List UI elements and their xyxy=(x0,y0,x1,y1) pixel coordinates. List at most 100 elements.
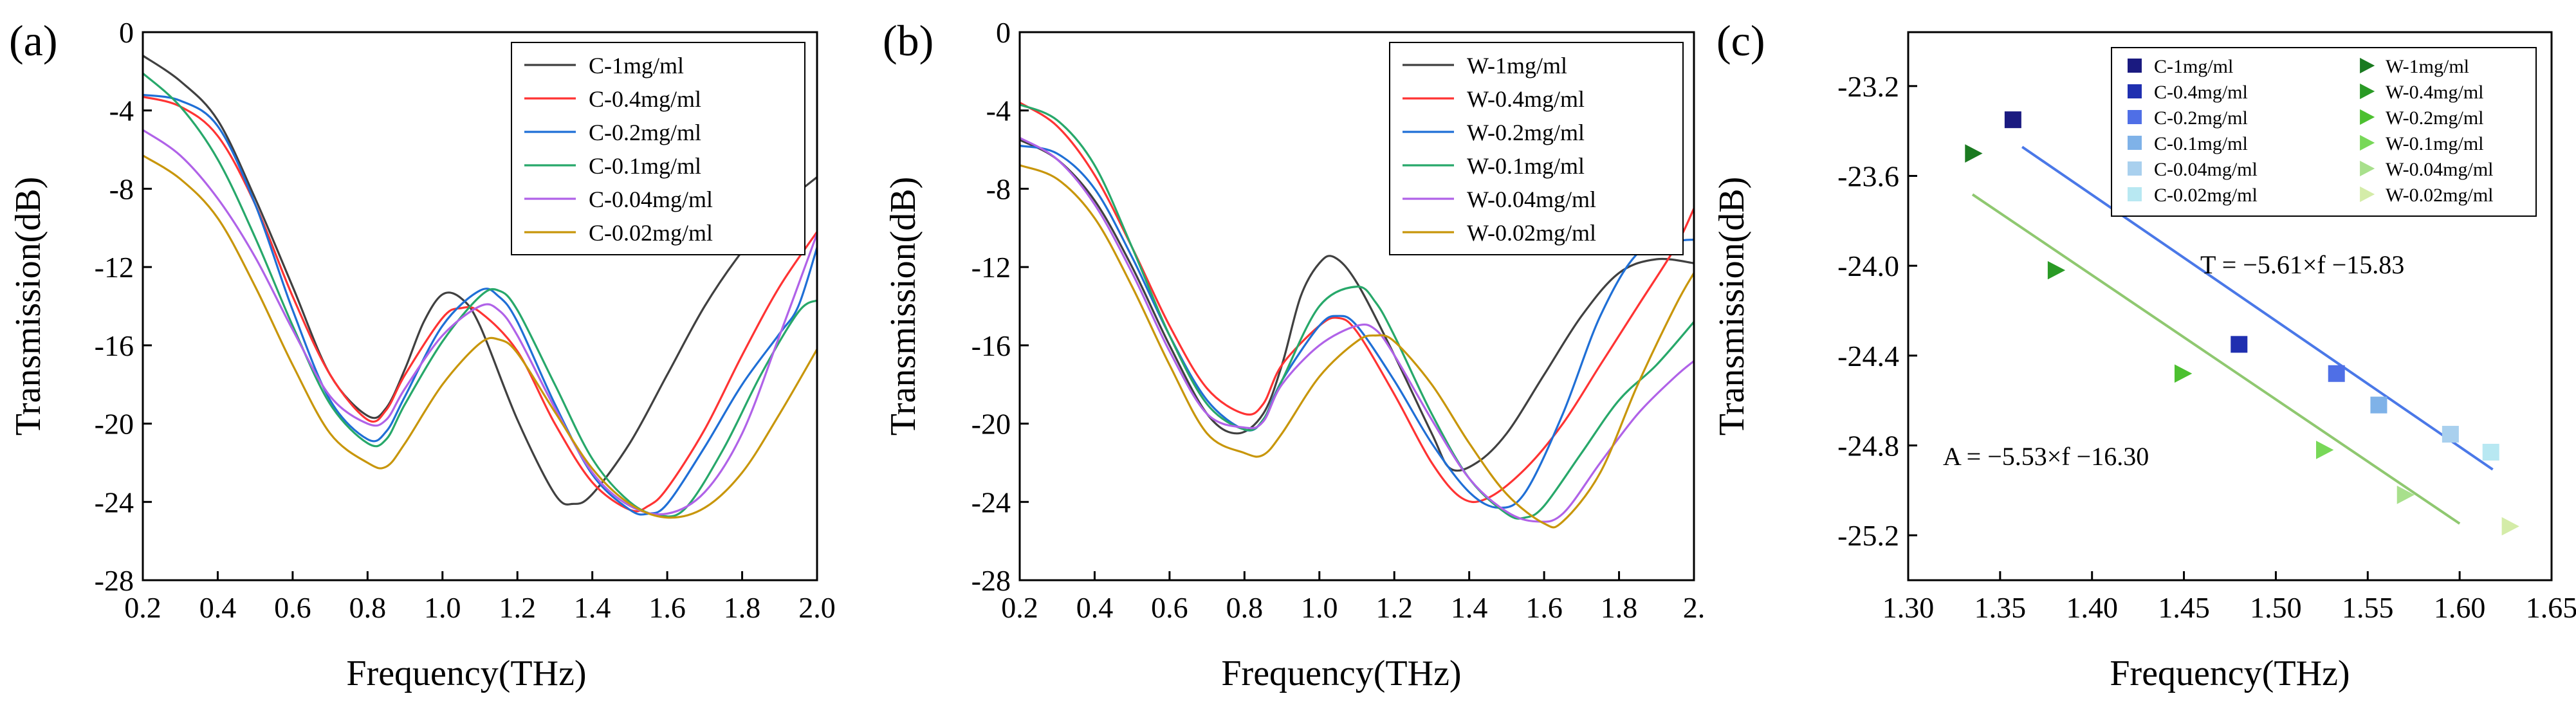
legend-marker xyxy=(2360,160,2375,177)
legend-marker xyxy=(2360,134,2375,151)
legend-label: C-0.04mg/ml xyxy=(589,187,713,212)
fit-equation: A = −5.53×f −16.30 xyxy=(1943,442,2149,471)
x-tick-label: 0.2 xyxy=(124,591,161,624)
legend-marker xyxy=(2128,59,2142,73)
y-tick-label: -28 xyxy=(95,564,134,597)
series-line-C-0.02mg/ml xyxy=(142,154,818,519)
legend-marker xyxy=(2128,136,2142,150)
x-tick-label: 1.65 xyxy=(2526,591,2576,624)
legend-label: C-0.1mg/ml xyxy=(589,153,701,179)
plot-frame xyxy=(1018,31,1695,581)
legend-marker xyxy=(2360,186,2375,203)
data-point-W-0.4mg/ml xyxy=(2047,261,2066,280)
legend-box xyxy=(511,42,805,255)
x-tick-label: 1.40 xyxy=(2066,591,2118,624)
y-tick-label: -16 xyxy=(971,329,1011,362)
y-tick-label: -20 xyxy=(95,408,134,441)
legend-label: W-0.2mg/ml xyxy=(2386,107,2484,129)
x-tick-label: 1.30 xyxy=(1882,591,1935,624)
x-axis-label: Frequency(THz) xyxy=(2110,654,2350,693)
data-point-C-0.1mg/ml xyxy=(2370,396,2387,414)
x-tick-label: 1.8 xyxy=(1601,591,1638,624)
y-tick-label: -24.0 xyxy=(1837,250,1899,282)
y-tick-label: 0 xyxy=(996,16,1011,49)
legend-label: C-0.02mg/ml xyxy=(2154,185,2258,206)
x-tick-label: 1.2 xyxy=(1375,591,1413,624)
legend-box xyxy=(2111,47,2537,217)
x-tick-label: 2. xyxy=(1683,591,1706,624)
legend-marker xyxy=(2128,161,2142,176)
legend-label: C-0.1mg/ml xyxy=(2154,133,2248,154)
legend-label: C-0.2mg/ml xyxy=(589,120,701,145)
legend-label: W-0.04mg/ml xyxy=(1467,187,1596,212)
x-tick-label: 1.8 xyxy=(724,591,761,624)
legend-label: C-0.04mg/ml xyxy=(2154,159,2258,180)
y-tick-label: -24 xyxy=(971,486,1011,518)
legend-label: W-1mg/ml xyxy=(1467,53,1567,78)
x-tick-label: 0.4 xyxy=(199,591,237,624)
fit-equation: T = −5.61×f −15.83 xyxy=(2200,250,2404,279)
data-point-C-0.02mg/ml xyxy=(2482,443,2499,461)
y-axis-label: Transmission(dB) xyxy=(883,177,923,435)
data-point-W-0.2mg/ml xyxy=(2175,364,2193,383)
x-tick-label: 1.60 xyxy=(2434,591,2486,624)
y-tick-label: -23.2 xyxy=(1837,70,1899,103)
legend-label: W-0.1mg/ml xyxy=(2386,133,2484,154)
x-tick-label: 1.6 xyxy=(649,591,686,624)
x-tick-label: 1.4 xyxy=(1451,591,1488,624)
x-tick-label: 2.0 xyxy=(798,591,836,624)
x-axis-label: Frequency(THz) xyxy=(346,654,586,693)
x-tick-label: 1.0 xyxy=(424,591,461,624)
y-tick-label: -28 xyxy=(971,564,1011,597)
x-tick-label: 1.45 xyxy=(2158,591,2210,624)
series-line-W-0.2mg/ml xyxy=(1019,144,1695,509)
data-point-W-1mg/ml xyxy=(1965,144,1983,163)
panel-b: (b) 0.2 0.4 0.6 0.8 1.0 1.2 1.4 1.6 1.8 2. 0 -4 -8 -1… xyxy=(883,16,1705,693)
x-tick-label: 0.4 xyxy=(1076,591,1114,624)
legend-label: C-0.2mg/ml xyxy=(2154,107,2248,129)
legend-marker xyxy=(2360,109,2375,125)
y-tick-label: -23.6 xyxy=(1837,160,1899,192)
legend-label: W-0.1mg/ml xyxy=(1467,153,1585,179)
legend-label: C-0.4mg/ml xyxy=(589,86,701,112)
series-line-W-0.04mg/ml xyxy=(1019,136,1695,523)
panel-a: (a) 0.2 0.4 0.6 0.8 1.0 1.2 1.4 1.6 1.8 2.0 0 -4 -8 -… xyxy=(8,16,836,693)
legend-label: W-0.4mg/ml xyxy=(1467,86,1585,112)
legend-marker xyxy=(2128,84,2142,98)
x-tick-label: 0.8 xyxy=(349,591,387,624)
y-tick-label: 0 xyxy=(119,16,134,49)
data-point-W-0.1mg/ml xyxy=(2316,441,2334,459)
series-line-W-1mg/ml xyxy=(1019,138,1695,472)
plot-frame xyxy=(142,31,818,581)
y-tick-label: -8 xyxy=(109,172,134,205)
panel-label: (a) xyxy=(9,16,57,65)
y-axis-label: Transmission(dB) xyxy=(1712,177,1752,435)
plot-frame xyxy=(1907,31,2553,581)
y-axis-label: Transmission(dB) xyxy=(8,177,48,435)
data-point-W-0.04mg/ml xyxy=(2397,486,2415,504)
data-point-C-0.4mg/ml xyxy=(2231,336,2248,353)
legend-label: W-0.2mg/ml xyxy=(1467,120,1585,145)
y-tick-label: -8 xyxy=(986,172,1011,205)
series-line-C-1mg/ml xyxy=(142,55,818,506)
legend-label: C-1mg/ml xyxy=(589,53,684,78)
panel-label: (c) xyxy=(1716,16,1765,65)
fit-line xyxy=(1971,193,2461,525)
x-tick-label: 0.8 xyxy=(1226,591,1264,624)
y-tick-label: -4 xyxy=(109,95,134,127)
legend-label: W-0.4mg/ml xyxy=(2386,82,2484,103)
panel-c: (c) 1.30 1.35 1.40 1.45 1.50 1.55 1.60 1.65 -23.… xyxy=(1712,16,2576,693)
legend-label: C-0.02mg/ml xyxy=(589,220,713,246)
x-axis-label: Frequency(THz) xyxy=(1221,654,1461,693)
legend-label: W-1mg/ml xyxy=(2386,56,2469,77)
x-tick-label: 1.6 xyxy=(1525,591,1563,624)
x-tick-label: 1.50 xyxy=(2250,591,2302,624)
panel-label: (b) xyxy=(883,16,934,65)
series-line-C-0.2mg/ml xyxy=(142,93,818,516)
series-line-W-0.1mg/ml xyxy=(1019,104,1695,520)
y-tick-label: -25.2 xyxy=(1837,519,1899,552)
x-tick-label: 1.2 xyxy=(499,591,536,624)
x-tick-label: 1.55 xyxy=(2342,591,2394,624)
y-tick-label: -4 xyxy=(986,95,1011,127)
